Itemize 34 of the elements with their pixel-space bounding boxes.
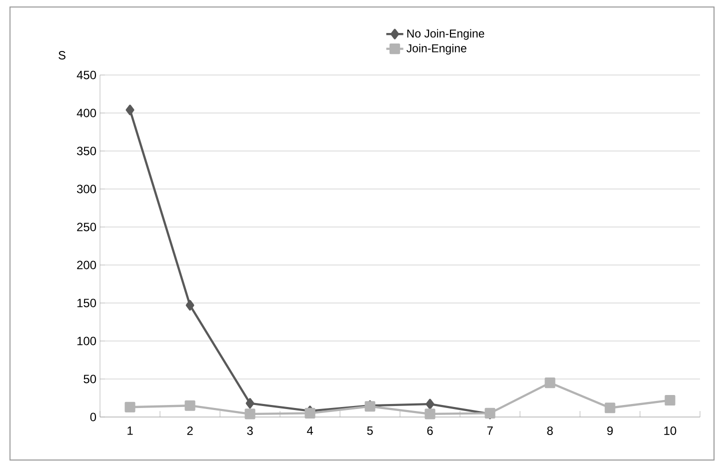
- x-tick-label: 9: [607, 426, 613, 435]
- x-tick-label: 2: [187, 426, 193, 435]
- y-tick-label: 200: [77, 260, 96, 270]
- point: [664, 395, 676, 406]
- point: [604, 402, 616, 414]
- y-tick-label: 300: [76, 184, 96, 194]
- x-tick-label: 3: [247, 426, 253, 435]
- x-tick-label: 7: [487, 426, 493, 435]
- point: [426, 398, 434, 410]
- y-tick-label: 150: [77, 298, 96, 308]
- y-tick-label: 450: [76, 70, 96, 80]
- point: [544, 378, 556, 388]
- x-tick-label: 1: [128, 426, 133, 435]
- point: [126, 104, 134, 116]
- x-tick-label: 6: [427, 426, 433, 435]
- legend-label: Join-Engine: [406, 44, 466, 55]
- y-tick-label: 400: [76, 108, 96, 118]
- point: [246, 398, 254, 409]
- x-tick-label: 4: [306, 426, 313, 435]
- x-tick-label: 8: [547, 426, 553, 435]
- point: [184, 400, 196, 411]
- x-tick-label: 10: [664, 426, 676, 435]
- y-tick-label: 0: [90, 412, 96, 422]
- legend-label: No Join-Engine: [407, 29, 484, 40]
- point: [186, 300, 194, 311]
- x-tick-label: 5: [367, 426, 373, 435]
- point: [124, 402, 136, 412]
- y-tick-label: 100: [77, 336, 96, 346]
- y-tick-label: 250: [77, 222, 96, 232]
- y-axis-title: S: [58, 51, 66, 60]
- point: [244, 408, 256, 420]
- y-tick-label: 50: [84, 374, 96, 384]
- y-tick-label: 350: [76, 146, 96, 156]
- point: [424, 408, 436, 420]
